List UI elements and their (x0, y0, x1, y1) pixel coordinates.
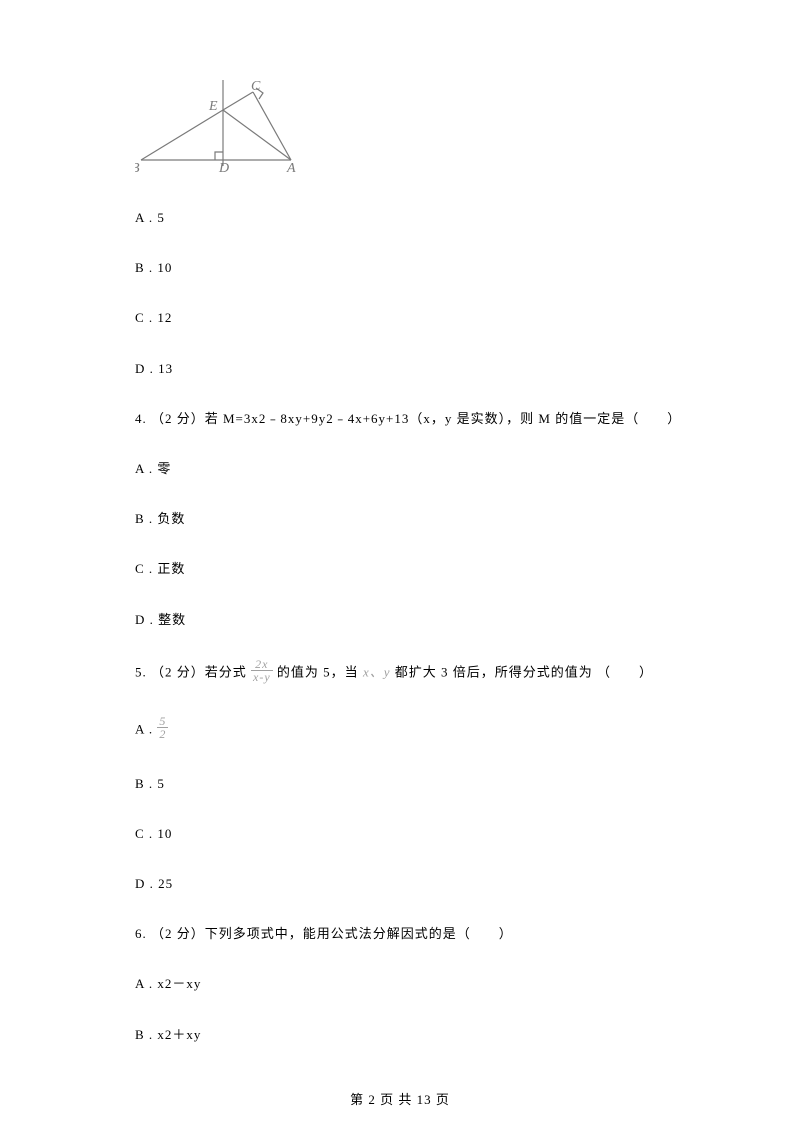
q4-stem: 4. （2 分）若 M=3x2﹣8xy+9y2﹣4x+6y+13（x，y 是实数… (135, 410, 665, 428)
svg-text:A: A (286, 161, 296, 176)
page-footer: 第 2 页 共 13 页 (0, 1089, 800, 1108)
q3-option-b: B . 10 (135, 259, 665, 277)
q5-option-d: D . 25 (135, 875, 665, 893)
q5-option-b: B . 5 (135, 775, 665, 793)
q5-a-den: 2 (157, 728, 168, 740)
q3-option-a: A . 5 (135, 209, 665, 227)
q6-option-b: B . x2＋xy (135, 1026, 665, 1044)
svg-text:B: B (135, 161, 140, 176)
q5-a-pre: A . (135, 721, 157, 736)
q6-option-a: A . x2－xy (135, 975, 665, 993)
q5-frac-den: x-y (251, 671, 273, 683)
svg-text:D: D (218, 161, 229, 176)
q5-stem-pre: 5. （2 分）若分式 (135, 664, 251, 679)
q4-option-b: B . 负数 (135, 510, 665, 528)
geometry-diagram: B D A E C (135, 80, 665, 181)
q5-option-a: A . 52 (135, 718, 665, 743)
q5-xy-var: x、y (363, 664, 391, 679)
q3-option-d: D . 13 (135, 360, 665, 378)
q5-stem-mid: 的值为 5，当 (273, 664, 363, 679)
q5-a-fraction: 52 (157, 715, 168, 740)
q6-stem: 6. （2 分）下列多项式中，能用公式法分解因式的是（ ） (135, 925, 665, 943)
q4-option-a: A . 零 (135, 460, 665, 478)
q4-option-d: D . 整数 (135, 611, 665, 629)
q5-stem: 5. （2 分）若分式 2xx-y 的值为 5，当 x、y 都扩大 3 倍后，所… (135, 661, 665, 686)
svg-text:C: C (251, 80, 261, 94)
q5-a-num: 5 (157, 715, 168, 728)
svg-text:E: E (208, 99, 218, 114)
q5-fraction: 2xx-y (251, 658, 273, 683)
q3-option-c: C . 12 (135, 309, 665, 327)
q5-stem-post: 都扩大 3 倍后，所得分式的值为 （ ） (390, 664, 653, 679)
q4-option-c: C . 正数 (135, 560, 665, 578)
q5-frac-num: 2x (251, 658, 273, 671)
q5-option-c: C . 10 (135, 825, 665, 843)
